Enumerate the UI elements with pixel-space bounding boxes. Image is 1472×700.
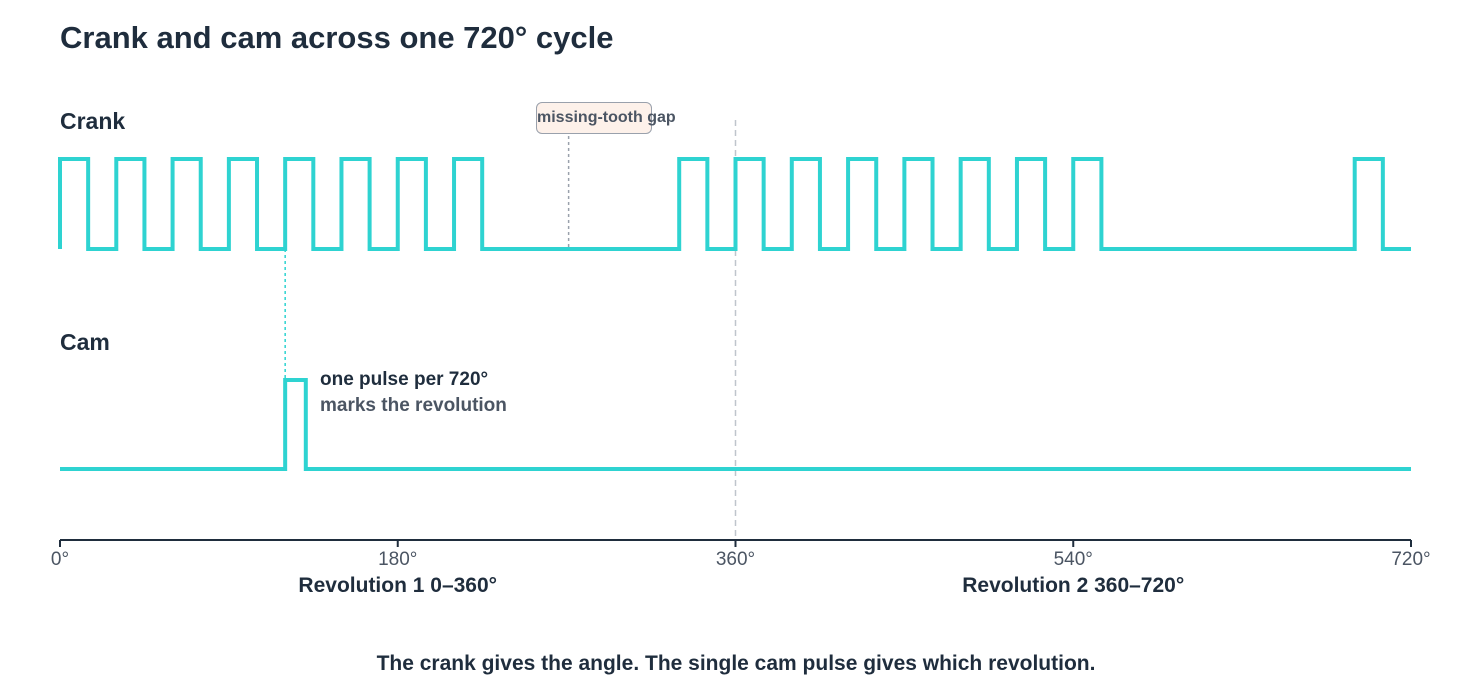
diagram-title: Crank and cam across one 720° cycle [60,20,614,55]
axis-tick-label: 180° [378,549,418,570]
cam-note-line-2: marks the revolution [320,395,507,416]
cam-note-line-1: one pulse per 720° [320,369,489,390]
axis-tick-label: 540° [1053,549,1093,570]
signal-traces [58,157,1411,471]
crank-signal-trace [58,157,1411,251]
crank-track-label: Crank [60,108,126,134]
axis-tick-label: 720° [1391,549,1431,570]
axis-tick-label: 0° [50,549,70,570]
cam-pulse-note: one pulse per 720° marks the revolution [320,367,507,419]
guide-lines [284,120,737,540]
cam-track-label: Cam [60,329,110,355]
axis-tick-label: 360° [715,549,756,570]
diagram-caption: The crank gives the angle. The single ca… [376,652,1096,675]
cam-signal-trace [60,378,1411,471]
missing-tooth-callout: missing-tooth gap [536,102,676,134]
revolution-label-2: Revolution 2 360–720° [962,574,1185,597]
missing-tooth-callout-text: missing-tooth gap [537,109,676,126]
angle-axis [59,539,1412,547]
revolution-label-1: Revolution 1 0–360° [298,574,498,597]
